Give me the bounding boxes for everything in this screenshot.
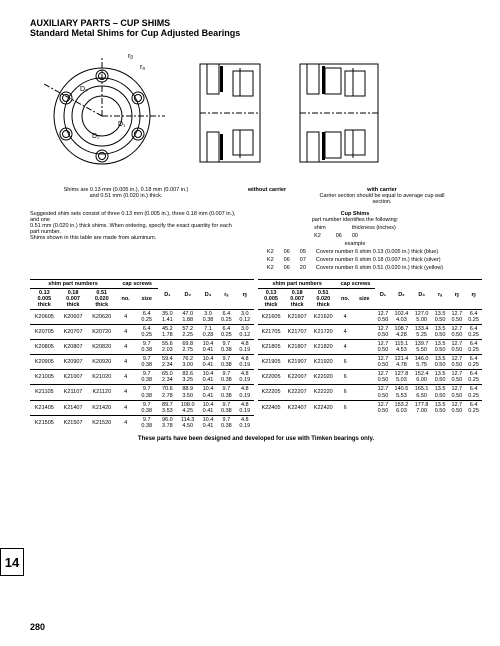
front-view-diagram: D₁ D₂ rₐ rᵦ D₃ <box>30 46 175 183</box>
section-tab: 14 <box>0 548 24 576</box>
thickness-col-label: thickness (inches) <box>348 225 400 231</box>
note-left-3: Shims shown in this table are made from … <box>30 235 242 241</box>
shim-col-label: shim <box>310 225 330 231</box>
diagram-captions: Shims are 0.13 mm (0.005 in.), 0.18 mm (… <box>30 187 482 205</box>
footnote: These parts have been designed and devel… <box>30 436 482 442</box>
section-without-carrier <box>185 46 275 183</box>
svg-text:D₂: D₂ <box>92 133 100 140</box>
notes-row: Suggested shim sets consist of three 0.1… <box>30 211 482 273</box>
page-title-1: AUXILIARY PARTS – CUP SHIMS <box>30 18 482 28</box>
shim-caption-2: and 0.51 mm (0.020 in.) thick. <box>40 193 212 199</box>
svg-text:rₐ: rₐ <box>140 64 145 71</box>
diagram-row: D₁ D₂ rₐ rᵦ D₃ <box>30 46 482 183</box>
svg-text:rᵦ: rᵦ <box>128 53 133 60</box>
data-tables: shim part numberscap screwsD₁D₂D₃rₐrᵦ 0.… <box>30 279 482 430</box>
shim-table-right: shim part numberscap screwsD₁D₂D₃rₐrᵦrᵦ … <box>258 279 482 415</box>
part-number-note: part number identifies the following: <box>250 217 460 223</box>
without-carrier-label: without carrier <box>222 187 312 205</box>
note-left-1: Suggested shim sets consist of three 0.1… <box>30 211 242 223</box>
note-left-2: 0.51 mm (0.020 in.) thick shims. When or… <box>30 223 242 235</box>
section-with-carrier <box>285 46 395 183</box>
svg-text:D₁: D₁ <box>118 121 126 128</box>
page-title-2: Standard Metal Shims for Cup Adjusted Be… <box>30 28 482 38</box>
carrier-note: Carrier section should be equal to avera… <box>312 193 452 205</box>
svg-text:D₃: D₃ <box>80 86 88 93</box>
shim-table-left: shim part numberscap screwsD₁D₂D₃rₐrᵦ 0.… <box>30 279 254 430</box>
page-number: 280 <box>30 622 45 632</box>
